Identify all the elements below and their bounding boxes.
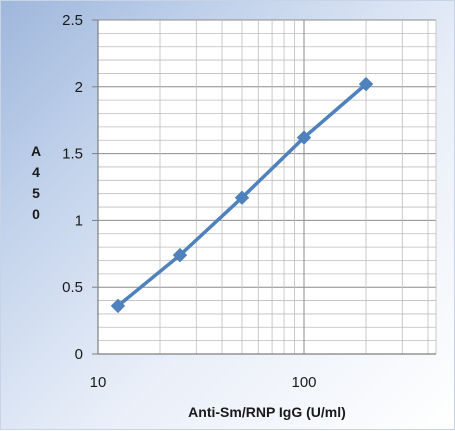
data-point-marker bbox=[358, 76, 374, 92]
y-axis-title-char: 0 bbox=[32, 206, 40, 222]
data-point-marker bbox=[172, 247, 188, 263]
y-tick-labels: 0 0.5 1 1.5 2 2.5 bbox=[62, 12, 98, 363]
y-tick-label: 2.5 bbox=[62, 12, 83, 29]
axes bbox=[97, 20, 436, 355]
y-tick-label: 1.5 bbox=[62, 146, 83, 163]
y-axis-title-char: 5 bbox=[32, 185, 40, 201]
y-axis-title: A 4 5 0 bbox=[31, 143, 41, 222]
data-point-marker bbox=[110, 298, 126, 314]
data-series bbox=[110, 76, 374, 314]
data-point-marker bbox=[296, 130, 312, 145]
x-tick-labels: 10 100 bbox=[90, 374, 317, 391]
y-tick-label: 0 bbox=[75, 346, 83, 363]
x-tick-label: 10 bbox=[90, 374, 107, 391]
y-tick-label: 0.5 bbox=[62, 279, 83, 296]
x-tick-label: 100 bbox=[291, 374, 316, 391]
data-point-marker bbox=[234, 190, 250, 205]
y-tick-label: 1 bbox=[75, 212, 83, 229]
gridlines bbox=[97, 19, 437, 355]
x-axis-title: Anti-Sm/RNP IgG (U/ml) bbox=[188, 404, 346, 420]
plot-area bbox=[98, 20, 436, 354]
y-axis-title-char: A bbox=[31, 143, 41, 159]
y-tick-label: 2 bbox=[75, 79, 83, 96]
y-axis-title-char: 4 bbox=[32, 164, 40, 180]
